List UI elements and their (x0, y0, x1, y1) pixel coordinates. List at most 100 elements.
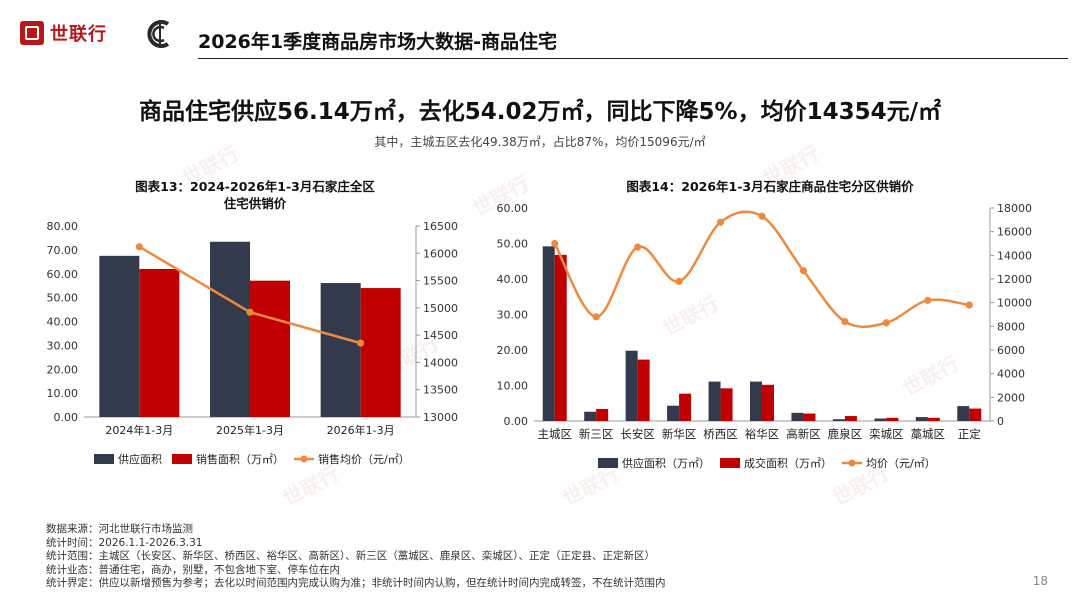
chart13-title-line2: 住宅供销价 (223, 196, 287, 211)
bar-supply (708, 381, 721, 421)
x-tick-label: 主城区 (537, 427, 572, 441)
y-tick-label-left: 30.00 (497, 309, 529, 322)
y-tick-label-right: 18000 (997, 202, 1032, 215)
legend-swatch (172, 454, 192, 464)
y-tick-label-right: 16000 (997, 226, 1032, 239)
y-tick-label-left: 0.00 (54, 411, 79, 424)
x-tick-label: 2024年1-3月 (105, 423, 173, 437)
x-tick-label: 正定 (958, 427, 981, 441)
footnote: 数据来源：河北世联行市场监测 (46, 523, 193, 535)
bar-supply (874, 418, 887, 421)
bar-sales (927, 417, 940, 421)
y-tick-label-right: 14000 (423, 356, 458, 369)
x-tick-label: 高新区 (786, 427, 821, 441)
footnotes: 数据来源：河北世联行市场监测 统计时间：2026.1.1-2026.3.31 统… (46, 523, 666, 591)
x-tick-label: 藁城区 (911, 427, 946, 441)
y-tick-label-right: 12000 (997, 273, 1032, 286)
brand-logo: 世联行 (20, 20, 107, 46)
footnote: 统计时间：2026.1.1-2026.3.31 (46, 536, 203, 549)
x-tick-label: 裕华区 (745, 427, 780, 441)
legend-label: 销售面积（万㎡） (196, 452, 284, 466)
bar-supply (750, 381, 762, 421)
bar-sales (554, 254, 567, 421)
y-tick-label-right: 6000 (997, 344, 1025, 357)
y-tick-label-right: 0 (997, 415, 1004, 428)
bar-sales (360, 288, 401, 417)
y-tick-label-left: 60.00 (497, 202, 529, 215)
header-divider (198, 58, 1068, 59)
y-tick-label-left: 20.00 (47, 363, 79, 376)
y-tick-label-right: 10000 (997, 297, 1032, 310)
y-tick-label-right: 16500 (423, 220, 458, 233)
y-tick-label-left: 20.00 (497, 344, 529, 357)
legend-swatch (94, 454, 114, 464)
price-point (675, 277, 683, 285)
subheadline: 其中，主城五区去化49.38万㎡，占比87%，均价15096元/㎡ (374, 135, 706, 149)
page-number: 18 (1032, 574, 1048, 588)
legend-label: 均价（元/㎡） (866, 457, 936, 470)
legend-line-marker (848, 459, 856, 467)
bar-sales (250, 280, 290, 417)
bar-supply (542, 246, 555, 421)
price-point (882, 319, 890, 327)
bar-supply (584, 411, 597, 421)
y-tick-label-right: 13500 (423, 384, 458, 397)
price-point (551, 239, 559, 248)
bar-supply (832, 419, 845, 421)
bar-supply (210, 241, 250, 417)
price-line (553, 210, 970, 329)
x-tick-label: 鹿泉区 (828, 427, 863, 441)
y-tick-label-left: 0.00 (504, 415, 529, 428)
footnote: 统计业态：普通住宅，商办，别墅，不包含地下室、停车位在内 (46, 563, 340, 576)
y-tick-label-right: 15500 (423, 275, 458, 288)
x-tick-label: 2026年1-3月 (327, 423, 395, 437)
bar-supply (320, 283, 361, 417)
legend-swatch (720, 458, 740, 468)
price-point (716, 218, 725, 226)
y-tick-label-right: 16000 (423, 247, 458, 260)
y-tick-label-left: 30.00 (47, 339, 79, 352)
brand-logo-icon (20, 21, 44, 45)
bar-sales (762, 384, 774, 421)
bar-supply (915, 417, 928, 421)
y-tick-label-left: 50.00 (497, 238, 529, 251)
price-point (924, 296, 932, 304)
legend-line-marker (300, 455, 308, 463)
y-tick-label-left: 40.00 (497, 273, 529, 286)
price-point (135, 243, 143, 251)
y-tick-label-left: 60.00 (47, 268, 79, 281)
footnote: 统计界定：供应以新增预售为参考；去化以时间范围内完成认购为准；非统计时间内认购，… (46, 577, 666, 589)
bar-supply (957, 406, 970, 421)
y-tick-label-left: 10.00 (47, 387, 79, 400)
price-point (592, 313, 600, 321)
y-tick-label-left: 40.00 (47, 316, 79, 329)
x-tick-label: 新三区 (579, 427, 614, 441)
bar-sales (969, 408, 982, 421)
legend-label: 供应面积（万㎡） (622, 456, 710, 470)
legend-label: 供应面积 (118, 452, 162, 466)
y-tick-label-right: 2000 (997, 391, 1025, 404)
y-tick-label-right: 8000 (997, 320, 1025, 333)
x-tick-label: 2025年1-3月 (216, 423, 284, 437)
price-point (357, 339, 365, 347)
legend-label: 成交面积（万㎡） (744, 456, 832, 470)
price-point (634, 243, 642, 251)
price-point (246, 308, 254, 316)
bar-supply (791, 412, 804, 421)
chart13-title: 图表13：2024-2026年1-3月石家庄全区 住宅供销价 (90, 178, 420, 212)
chart13-title-line1: 图表13：2024-2026年1-3月石家庄全区 (135, 179, 375, 194)
y-tick-label-left: 50.00 (47, 292, 79, 305)
chart14-title: 图表14：2026年1-3月石家庄商品住宅分区供销价 (626, 179, 914, 194)
bar-sales (679, 393, 692, 421)
brand-name: 世联行 (50, 24, 107, 45)
x-tick-label: 长安区 (620, 427, 655, 441)
y-tick-label-left: 70.00 (47, 244, 79, 257)
price-point (965, 301, 973, 309)
price-point (841, 318, 849, 326)
legend-label: 销售均价（元/㎡） (318, 452, 410, 466)
y-tick-label-right: 13000 (423, 411, 458, 424)
bar-sales (886, 417, 899, 421)
footnote: 统计范围：主城区（长安区、新华区、桥西区、裕华区、高新区）、新三区（藁城区、鹿泉… (46, 550, 655, 562)
bar-sales (844, 416, 857, 421)
